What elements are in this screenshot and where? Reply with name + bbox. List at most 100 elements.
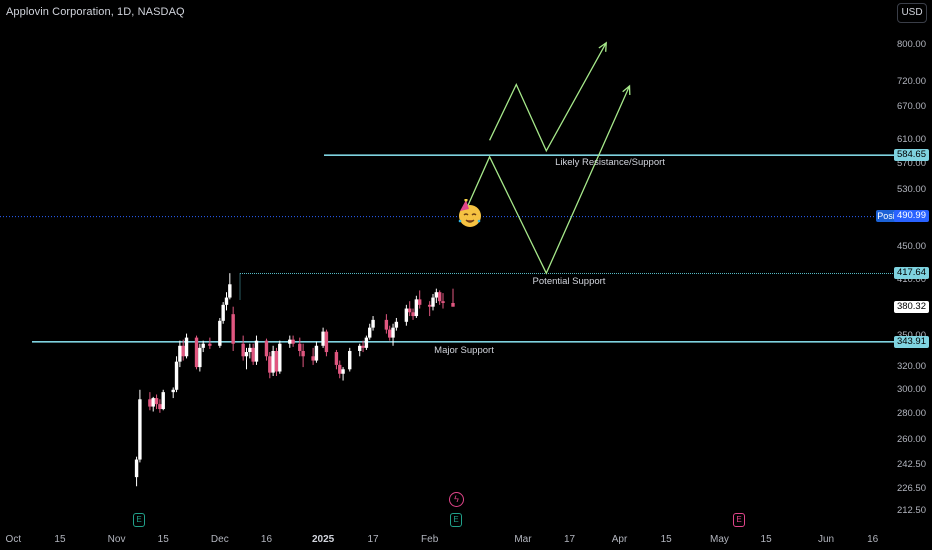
candle-body — [338, 364, 342, 374]
last-price-badge: 380.32 — [893, 301, 929, 313]
price-tick-label: 530.00 — [896, 183, 926, 195]
candle-body — [221, 304, 225, 321]
candle-body — [228, 284, 232, 298]
likely-resistance-label: Likely Resistance/Support — [555, 157, 665, 168]
candle-body — [451, 303, 455, 307]
candle-body — [268, 356, 272, 373]
major-support-label: Major Support — [434, 345, 494, 356]
time-tick-label: 15 — [660, 534, 672, 545]
price-tick-label: 212.50 — [896, 505, 926, 516]
candle-body — [341, 369, 345, 374]
price-tick-label: 570.00 — [896, 158, 926, 170]
candle-body — [171, 389, 175, 393]
candle-body — [248, 347, 252, 353]
candle-body — [134, 459, 139, 478]
position-price-badge: 490.99 — [893, 210, 929, 222]
candle-body — [291, 339, 295, 344]
earnings-event-icon[interactable]: E — [450, 513, 462, 527]
projection-path-a — [462, 85, 631, 275]
projection-path-a-arrowhead — [622, 84, 631, 95]
candle-body — [434, 292, 439, 298]
projection-path-b — [489, 42, 607, 153]
candle-body — [334, 352, 339, 365]
earnings-event-icon[interactable]: E — [733, 513, 745, 527]
price-tick-label: 242.50 — [896, 458, 926, 470]
time-tick-label: Feb — [421, 534, 439, 545]
time-tick-label: 15 — [157, 534, 169, 545]
candle-body — [138, 399, 142, 460]
price-tick-label: 350.00 — [886, 330, 926, 341]
price-tick-label: 610.00 — [896, 134, 926, 146]
candle-body — [244, 352, 249, 357]
candle-body — [437, 292, 442, 302]
candle-body — [161, 392, 165, 410]
time-tick-label: 16 — [260, 534, 273, 545]
candle-body — [441, 301, 445, 304]
candle-body — [368, 327, 372, 338]
candle-body — [274, 350, 279, 372]
projection-path-b-arrowhead — [598, 41, 607, 52]
candle-body — [298, 343, 302, 351]
candle-body — [321, 331, 325, 346]
dividend-flash-icon[interactable]: ϟ — [449, 492, 464, 507]
currency-button[interactable]: USD — [897, 3, 927, 23]
candle-body — [414, 299, 419, 317]
price-tick-label: 410.00 — [896, 273, 926, 285]
candle-body — [301, 350, 305, 357]
price-tick-label: 300.00 — [896, 383, 926, 395]
potential-support-price-badge: 417.64 — [893, 267, 929, 279]
potential-support-label: Potential Support — [532, 276, 606, 287]
price-tick-label: 260.00 — [896, 434, 926, 446]
time-tick-label: 15 — [760, 534, 772, 545]
time-tick-label: 17 — [564, 534, 576, 545]
candle-body — [324, 331, 329, 353]
candle-body — [288, 339, 292, 344]
candle-body — [264, 340, 269, 357]
candle-body — [181, 345, 185, 357]
candle-body — [407, 308, 412, 313]
candle-body — [198, 347, 202, 368]
candle-body — [154, 398, 159, 405]
likely-resistance-price-badge: 584.65 — [893, 149, 929, 161]
price-tick-label: 226.50 — [896, 482, 926, 494]
candle-body — [151, 398, 155, 407]
position-label-badge: Posi — [876, 210, 896, 222]
candle-body — [278, 343, 282, 372]
party-face-icon — [458, 199, 481, 227]
time-tick-label: Nov — [107, 534, 126, 545]
candle-body — [371, 319, 375, 328]
price-tick-label: 670.00 — [896, 101, 926, 113]
time-tick-label: Mar — [514, 534, 532, 545]
candle-body — [174, 361, 179, 390]
candle-body — [394, 321, 399, 328]
candle-body — [388, 329, 392, 338]
candle-body — [361, 345, 365, 348]
candle-body — [208, 343, 212, 346]
candle-body — [431, 297, 435, 307]
time-tick-label: 17 — [367, 534, 379, 545]
candle-body — [254, 340, 259, 362]
candle-body — [241, 343, 245, 357]
candle-body — [178, 345, 182, 362]
candle-body — [391, 327, 395, 338]
time-tick-label: 2025 — [311, 534, 335, 545]
candle-body — [364, 337, 369, 348]
time-tick-label: 15 — [54, 534, 66, 545]
price-tick-label: 800.00 — [896, 39, 926, 50]
price-tick-label: 450.00 — [896, 241, 926, 253]
chart-title: Applovin Corporation, 1D, NASDAQ — [6, 6, 185, 18]
candle-body — [271, 350, 275, 373]
candle-body — [427, 304, 432, 307]
candle-body — [194, 337, 199, 368]
candle-body — [201, 343, 205, 348]
candle-body — [148, 399, 152, 407]
price-tick-label: 720.00 — [896, 76, 926, 88]
candle-body — [348, 350, 352, 370]
earnings-event-icon[interactable]: E — [133, 513, 145, 527]
price-tick-label: 320.00 — [896, 361, 926, 373]
candle-body — [184, 337, 189, 357]
candle-body — [218, 320, 222, 346]
candle-body — [417, 299, 422, 305]
time-tick-label: 16 — [867, 534, 879, 545]
